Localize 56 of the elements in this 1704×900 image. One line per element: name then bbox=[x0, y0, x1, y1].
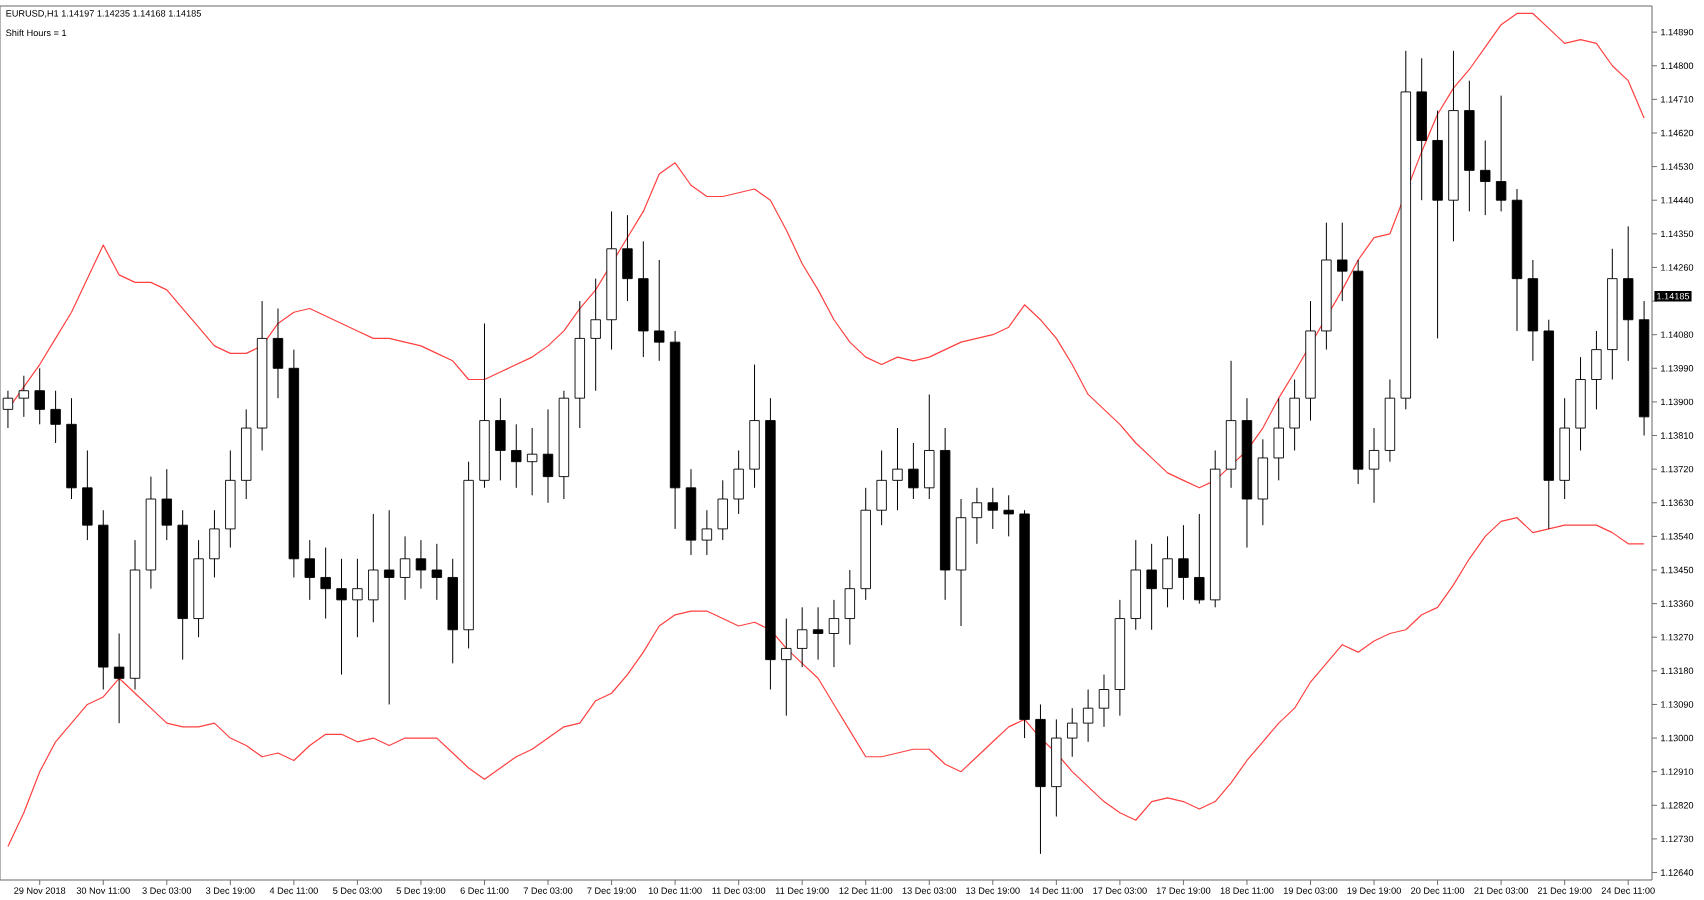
candlestick bbox=[1146, 543, 1157, 631]
candlestick bbox=[368, 513, 379, 623]
candlestick bbox=[542, 408, 554, 504]
candlestick bbox=[161, 468, 172, 541]
candlestick bbox=[511, 423, 522, 489]
candlestick bbox=[733, 449, 744, 515]
candlestick bbox=[1622, 225, 1634, 362]
candlestick bbox=[272, 308, 284, 399]
candlestick bbox=[781, 618, 792, 717]
candlestick bbox=[1591, 330, 1602, 410]
candlestick bbox=[1257, 438, 1269, 526]
candlestick bbox=[1495, 95, 1507, 212]
candlestick bbox=[1098, 674, 1110, 728]
candlestick bbox=[844, 569, 856, 646]
candlestick bbox=[924, 393, 935, 500]
candlestick bbox=[1162, 535, 1173, 608]
candlestick bbox=[622, 214, 633, 302]
candlestick bbox=[1003, 494, 1014, 537]
candlestick bbox=[1178, 524, 1189, 601]
candlestick bbox=[34, 367, 45, 425]
candlestick bbox=[1368, 427, 1380, 504]
candlestick bbox=[971, 487, 983, 545]
candlestick bbox=[336, 558, 347, 676]
candlestick bbox=[1480, 139, 1491, 216]
candlestick bbox=[431, 543, 443, 601]
candlestick bbox=[1289, 379, 1300, 451]
candlestick bbox=[892, 427, 903, 511]
candlestick bbox=[2, 390, 14, 429]
candlestick bbox=[1273, 397, 1284, 481]
candlestick bbox=[908, 442, 919, 500]
candlestick bbox=[1337, 222, 1348, 302]
candlestick bbox=[796, 606, 808, 668]
candlestick bbox=[1082, 689, 1094, 743]
candlestick bbox=[352, 558, 363, 638]
candlestick bbox=[18, 375, 30, 418]
candlestick bbox=[876, 449, 887, 526]
candlestick bbox=[828, 599, 840, 668]
candlestick bbox=[987, 487, 999, 530]
candlestick bbox=[304, 539, 315, 601]
candlestick bbox=[654, 259, 665, 362]
candlestick bbox=[50, 390, 61, 444]
candlestick bbox=[415, 539, 427, 590]
candlestick bbox=[113, 632, 125, 724]
candlestick bbox=[701, 509, 713, 556]
candlestick bbox=[1194, 513, 1205, 605]
candlestick bbox=[526, 427, 538, 496]
candlestick bbox=[717, 479, 728, 541]
candlestick bbox=[320, 547, 331, 620]
candlestick bbox=[812, 606, 824, 661]
candlestick bbox=[1067, 707, 1078, 758]
candlestick bbox=[82, 449, 93, 541]
candlestick bbox=[399, 535, 411, 601]
candlestick bbox=[590, 278, 601, 392]
candlestick bbox=[383, 509, 395, 705]
candlestick bbox=[209, 509, 220, 578]
candlestick bbox=[495, 397, 506, 481]
